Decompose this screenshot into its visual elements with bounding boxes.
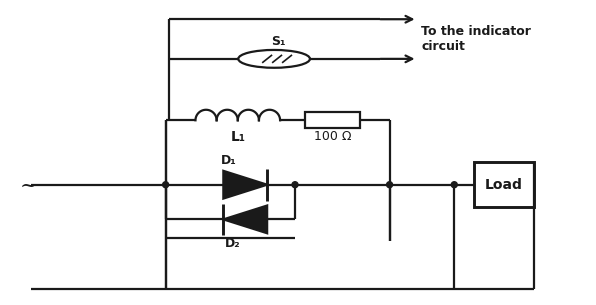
- Polygon shape: [224, 206, 267, 233]
- Text: Load: Load: [485, 178, 523, 192]
- Polygon shape: [224, 171, 267, 199]
- Circle shape: [292, 182, 298, 188]
- Text: D₂: D₂: [225, 237, 241, 250]
- Text: 100 Ω: 100 Ω: [313, 130, 351, 143]
- Text: ~: ~: [19, 177, 37, 196]
- Text: S₁: S₁: [271, 35, 285, 48]
- Text: L₁: L₁: [230, 130, 246, 144]
- Circle shape: [163, 182, 169, 188]
- Bar: [305, 112, 360, 128]
- Bar: [474, 162, 534, 207]
- Text: To the indicator
circuit: To the indicator circuit: [421, 25, 531, 53]
- Circle shape: [387, 182, 393, 188]
- Circle shape: [451, 182, 457, 188]
- Text: D₁: D₁: [221, 154, 237, 167]
